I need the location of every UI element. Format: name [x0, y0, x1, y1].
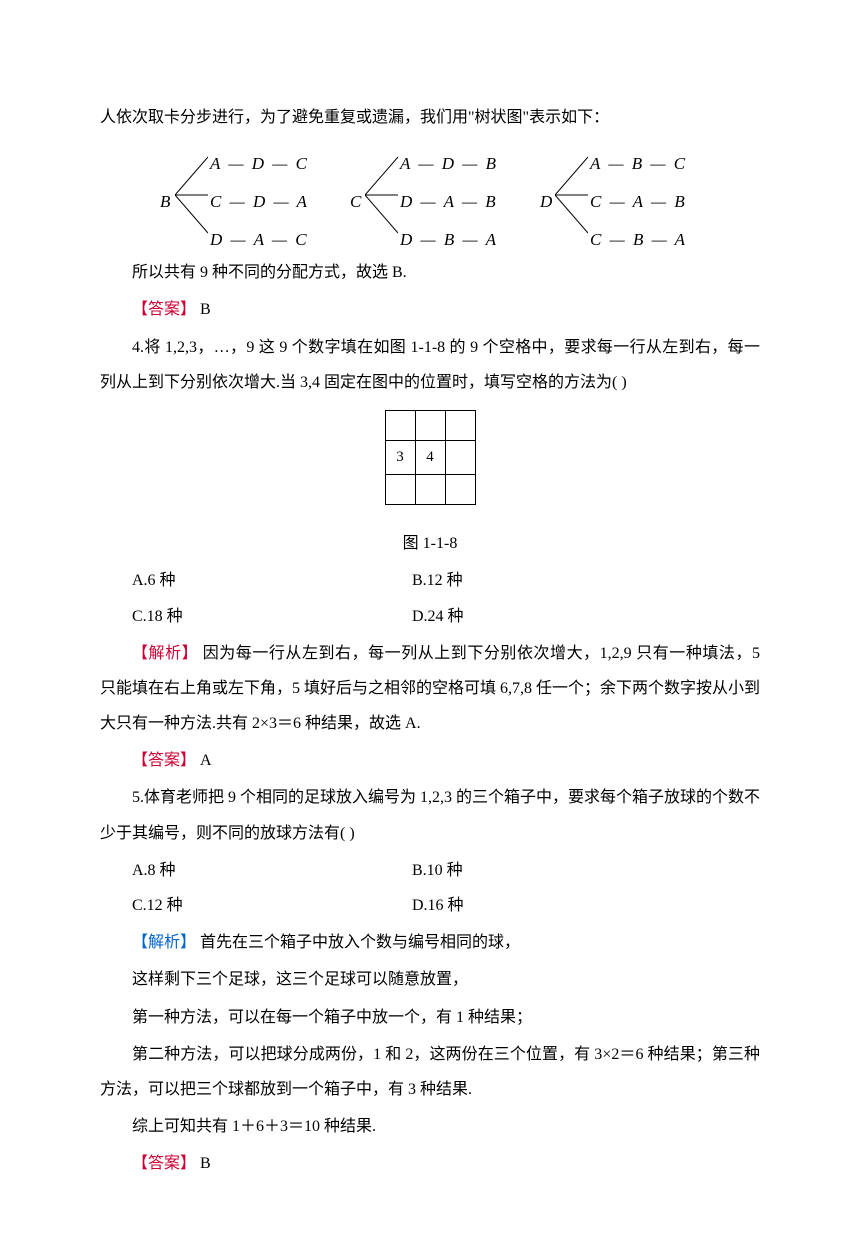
- answer-label: 【答案】: [132, 752, 196, 769]
- q5-analysis-2: 这样剩下三个足球，这三个足球可以随意放置，: [100, 962, 760, 997]
- tree-diagram-row: B A — D — C C — D — A D — A — C C A — D …: [160, 145, 760, 245]
- grid-cell: [445, 440, 475, 474]
- problem3-intro: 人依次取卡分步进行，为了避免重复或遗漏，我们用"树状图"表示如下：: [100, 100, 760, 135]
- analysis-text: 第一种方法，可以在每一个箱子中放一个，有 1 种结果；: [132, 1009, 532, 1026]
- answer-label: 【答案】: [132, 301, 196, 318]
- q5-analysis-1: 【解析】 首先在三个箱子中放入个数与编号相同的球，: [100, 925, 760, 960]
- grid-cell: 3: [385, 440, 415, 474]
- q4-options-row1: A.6 种 B.12 种: [132, 563, 760, 598]
- grid-figure: 34: [100, 402, 760, 526]
- analysis-text: 这样剩下三个足球，这三个足球可以随意放置，: [132, 971, 468, 988]
- figure-caption: 图 1-1-8: [100, 526, 760, 561]
- question4-text: 4.将 1,2,3，…，9 这 9 个数字填在如图 1-1-8 的 9 个空格中…: [100, 330, 760, 400]
- q5-answer: 【答案】 B: [100, 1146, 760, 1181]
- question5-text: 5.体育老师把 9 个相同的足球放入编号为 1,2,3 的三个箱子中，要求每个箱…: [100, 780, 760, 850]
- q4-options-row2: C.18 种 D.24 种: [132, 599, 760, 634]
- analysis-text: 第二种方法，可以把球分成两份，1 和 2，这两份在三个位置，有 3×2＝6 种结…: [100, 1046, 760, 1098]
- analysis-label: 【解析】: [132, 645, 198, 662]
- tree-lines-icon: [175, 155, 208, 235]
- q5-options-row2: C.12 种 D.16 种: [132, 888, 760, 923]
- grid-cell: 4: [415, 440, 445, 474]
- tree-branch: A — D — C: [210, 145, 309, 182]
- tree-lines-icon: [365, 155, 398, 235]
- tree-2: C A — D — B D — A — B D — B — A: [350, 145, 520, 245]
- analysis-body: 因为每一行从左到右，每一列从上到下分别依次增大，1,2,9 只有一种填法，5 只…: [100, 645, 760, 732]
- option-d: D.24 种: [412, 599, 692, 634]
- tree-root: C: [350, 183, 361, 220]
- option-b: B.12 种: [412, 563, 692, 598]
- tree-branch: D — A — B: [400, 183, 498, 220]
- q5-analysis-5: 综上可知共有 1＋6＋3＝10 种结果.: [100, 1109, 760, 1144]
- grid-cell: [385, 410, 415, 440]
- tree-root: D: [540, 183, 552, 220]
- grid-cell: [445, 474, 475, 504]
- q4-body: 4.将 1,2,3，…，9 这 9 个数字填在如图 1-1-8 的 9 个空格中…: [100, 339, 760, 391]
- tree-branch: C — B — A: [590, 221, 687, 258]
- answer-value: A: [196, 752, 212, 769]
- option-c: C.12 种: [132, 888, 412, 923]
- intro-text: 人依次取卡分步进行，为了避免重复或遗漏，我们用"树状图"表示如下：: [100, 109, 609, 126]
- q4-answer: 【答案】 A: [100, 743, 760, 778]
- answer-value: B: [196, 301, 211, 318]
- answer3: 【答案】 B: [100, 292, 760, 327]
- problem3-conclusion: 所以共有 9 种不同的分配方式，故选 B.: [100, 255, 760, 290]
- tree-branch: C — D — A: [210, 183, 309, 220]
- tree-3: D A — B — C C — A — B C — B — A: [540, 145, 710, 245]
- option-b: B.10 种: [412, 853, 692, 888]
- analysis-label: 【解析】: [132, 934, 196, 951]
- tree-branch: C — A — B: [590, 183, 687, 220]
- tree-root: B: [160, 183, 170, 220]
- tree-branch: D — A — C: [210, 221, 309, 258]
- option-a: A.8 种: [132, 853, 412, 888]
- tree-lines-icon: [555, 155, 588, 235]
- answer-value: B: [196, 1155, 211, 1172]
- tree-branch: A — D — B: [400, 145, 498, 182]
- q5-options-row1: A.8 种 B.10 种: [132, 853, 760, 888]
- grid-table: 34: [385, 410, 476, 505]
- grid-cell: [445, 410, 475, 440]
- analysis-text: 综上可知共有 1＋6＋3＝10 种结果.: [132, 1118, 376, 1135]
- conclusion-text: 所以共有 9 种不同的分配方式，故选 B.: [132, 264, 407, 281]
- option-d: D.16 种: [412, 888, 692, 923]
- grid-cell: [415, 474, 445, 504]
- tree-1: B A — D — C C — D — A D — A — C: [160, 145, 330, 245]
- analysis-text: 首先在三个箱子中放入个数与编号相同的球，: [196, 934, 520, 951]
- tree-branch: A — B — C: [590, 145, 687, 182]
- q5-body: 5.体育老师把 9 个相同的足球放入编号为 1,2,3 的三个箱子中，要求每个箱…: [100, 789, 760, 841]
- option-c: C.18 种: [132, 599, 412, 634]
- q4-analysis: 【解析】 因为每一行从左到右，每一列从上到下分别依次增大，1,2,9 只有一种填…: [100, 636, 760, 742]
- option-a: A.6 种: [132, 563, 412, 598]
- answer-label: 【答案】: [132, 1155, 196, 1172]
- grid-cell: [415, 410, 445, 440]
- grid-cell: [385, 474, 415, 504]
- q5-analysis-3: 第一种方法，可以在每一个箱子中放一个，有 1 种结果；: [100, 1000, 760, 1035]
- caption-text: 图 1-1-8: [403, 535, 458, 552]
- tree-branch: D — B — A: [400, 221, 498, 258]
- q5-analysis-4: 第二种方法，可以把球分成两份，1 和 2，这两份在三个位置，有 3×2＝6 种结…: [100, 1037, 760, 1107]
